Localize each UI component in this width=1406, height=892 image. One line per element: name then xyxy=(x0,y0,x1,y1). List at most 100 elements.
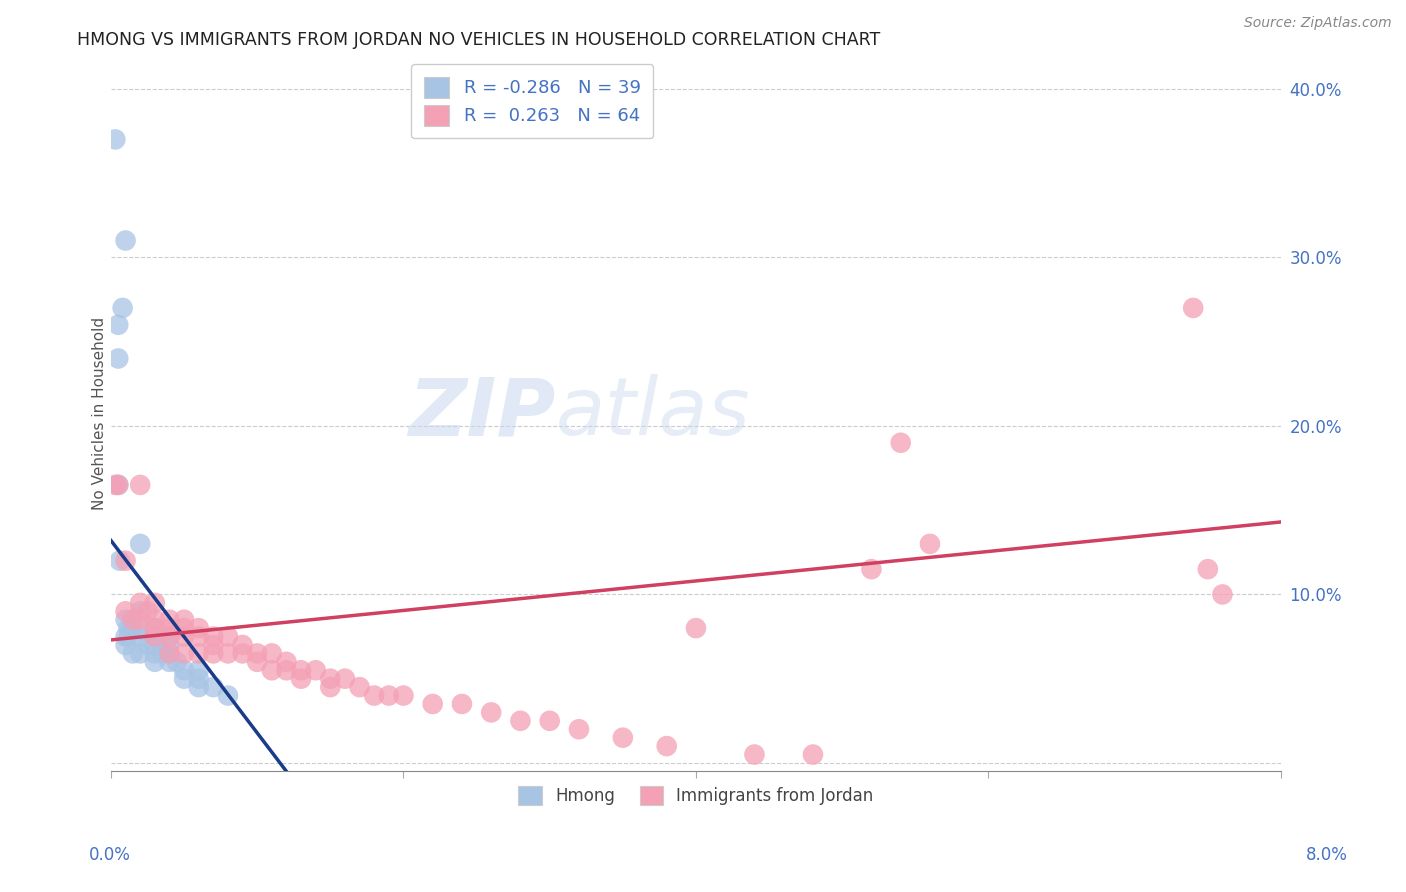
Point xyxy=(107,478,129,492)
Point xyxy=(104,132,127,146)
Point xyxy=(114,630,136,644)
Point xyxy=(744,747,766,762)
Point xyxy=(114,613,136,627)
Point xyxy=(173,663,195,677)
Point xyxy=(159,630,181,644)
Point xyxy=(890,435,912,450)
Point xyxy=(187,630,209,644)
Point xyxy=(217,630,239,644)
Text: ZIP: ZIP xyxy=(408,375,555,452)
Point xyxy=(107,351,129,366)
Point xyxy=(860,562,883,576)
Point xyxy=(143,630,166,644)
Point xyxy=(143,613,166,627)
Point xyxy=(801,747,824,762)
Point xyxy=(655,739,678,753)
Point xyxy=(114,234,136,248)
Point xyxy=(217,647,239,661)
Text: HMONG VS IMMIGRANTS FROM JORDAN NO VEHICLES IN HOUSEHOLD CORRELATION CHART: HMONG VS IMMIGRANTS FROM JORDAN NO VEHIC… xyxy=(77,31,880,49)
Point xyxy=(290,663,312,677)
Point xyxy=(422,697,444,711)
Point xyxy=(217,689,239,703)
Point xyxy=(173,630,195,644)
Point xyxy=(117,621,139,635)
Point xyxy=(143,596,166,610)
Point xyxy=(232,638,254,652)
Text: atlas: atlas xyxy=(555,375,751,452)
Point xyxy=(143,621,166,635)
Point xyxy=(187,680,209,694)
Point xyxy=(107,478,129,492)
Point xyxy=(117,630,139,644)
Point xyxy=(159,630,181,644)
Point xyxy=(509,714,531,728)
Point xyxy=(1182,301,1205,315)
Point xyxy=(568,723,591,737)
Point xyxy=(159,647,181,661)
Point xyxy=(612,731,634,745)
Point xyxy=(260,663,283,677)
Point xyxy=(918,537,941,551)
Point xyxy=(187,647,209,661)
Point xyxy=(333,672,356,686)
Point xyxy=(150,647,173,661)
Point xyxy=(173,613,195,627)
Point xyxy=(451,697,474,711)
Point xyxy=(392,689,415,703)
Legend: Hmong, Immigrants from Jordan: Hmong, Immigrants from Jordan xyxy=(506,774,886,817)
Point xyxy=(349,680,371,694)
Text: 0.0%: 0.0% xyxy=(89,846,131,863)
Point xyxy=(143,655,166,669)
Point xyxy=(143,647,166,661)
Point xyxy=(173,672,195,686)
Point xyxy=(143,638,166,652)
Point xyxy=(166,655,188,669)
Point xyxy=(276,663,298,677)
Point xyxy=(1197,562,1219,576)
Point xyxy=(136,604,159,618)
Point xyxy=(290,672,312,686)
Point xyxy=(122,647,145,661)
Point xyxy=(108,554,131,568)
Point xyxy=(129,630,152,644)
Point xyxy=(187,663,209,677)
Point xyxy=(143,630,166,644)
Point xyxy=(319,672,342,686)
Y-axis label: No Vehicles in Household: No Vehicles in Household xyxy=(93,317,107,510)
Point xyxy=(143,621,166,635)
Point xyxy=(173,621,195,635)
Point xyxy=(122,613,145,627)
Point xyxy=(129,621,152,635)
Point xyxy=(305,663,328,677)
Point xyxy=(246,647,269,661)
Point xyxy=(129,537,152,551)
Point xyxy=(232,647,254,661)
Text: Source: ZipAtlas.com: Source: ZipAtlas.com xyxy=(1244,16,1392,30)
Point xyxy=(114,554,136,568)
Point xyxy=(111,301,134,315)
Point xyxy=(1211,587,1233,601)
Point xyxy=(187,621,209,635)
Text: 8.0%: 8.0% xyxy=(1306,846,1348,863)
Point xyxy=(202,680,225,694)
Point xyxy=(319,680,342,694)
Point xyxy=(202,638,225,652)
Point xyxy=(202,647,225,661)
Point xyxy=(159,613,181,627)
Point xyxy=(159,647,181,661)
Point xyxy=(685,621,707,635)
Point xyxy=(114,638,136,652)
Point xyxy=(260,647,283,661)
Point xyxy=(187,672,209,686)
Point xyxy=(129,478,152,492)
Point xyxy=(538,714,561,728)
Point xyxy=(122,621,145,635)
Point xyxy=(122,613,145,627)
Point xyxy=(107,318,129,332)
Point xyxy=(159,655,181,669)
Point xyxy=(129,596,152,610)
Point xyxy=(173,647,195,661)
Point xyxy=(202,630,225,644)
Point xyxy=(363,689,385,703)
Point xyxy=(246,655,269,669)
